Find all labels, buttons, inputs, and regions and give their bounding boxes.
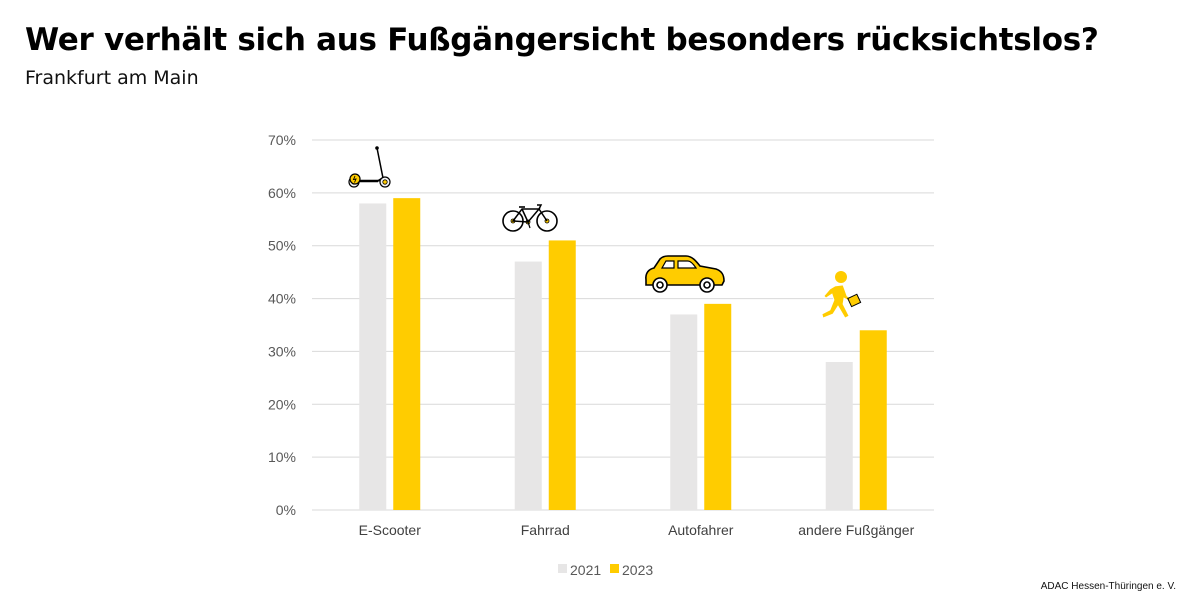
y-tick-label: 10%: [268, 449, 296, 465]
y-tick-label: 60%: [268, 185, 296, 201]
y-tick-label: 50%: [268, 238, 296, 254]
legend-label-2023: 2023: [622, 562, 653, 578]
y-tick-label: 40%: [268, 291, 296, 307]
x-category-label: E-Scooter: [359, 522, 422, 538]
car-icon: [645, 255, 725, 293]
bar-2023-1: [548, 240, 576, 510]
bicycle-icon: [502, 204, 558, 232]
pedestrian-icon: [821, 271, 862, 319]
bar-2023-3: [859, 330, 887, 510]
legend-swatch-2023: [610, 564, 619, 573]
legend-label-2021: 2021: [570, 562, 601, 578]
bar-2023-0: [393, 198, 421, 510]
y-tick-label: 0%: [276, 502, 296, 518]
bar-2021-1: [514, 261, 542, 510]
x-category-label: Autofahrer: [668, 522, 734, 538]
e-scooter-icon: [348, 146, 391, 188]
y-tick-label: 20%: [268, 396, 296, 412]
bar-2023-2: [704, 303, 732, 510]
chart-subtitle: Frankfurt am Main: [25, 67, 199, 89]
bar-2021-0: [359, 203, 387, 510]
legend-swatch-2021: [558, 564, 567, 573]
source-credit: ADAC Hessen-Thüringen e. V.: [1040, 581, 1176, 592]
x-category-label: andere Fußgänger: [798, 522, 914, 538]
y-tick-label: 70%: [268, 132, 296, 148]
x-category-label: Fahrrad: [521, 522, 570, 538]
y-tick-label: 30%: [268, 343, 296, 359]
bar-2021-2: [670, 314, 698, 510]
bar-2021-3: [825, 362, 853, 510]
chart-title: Wer verhält sich aus Fußgängersicht beso…: [25, 22, 1099, 58]
